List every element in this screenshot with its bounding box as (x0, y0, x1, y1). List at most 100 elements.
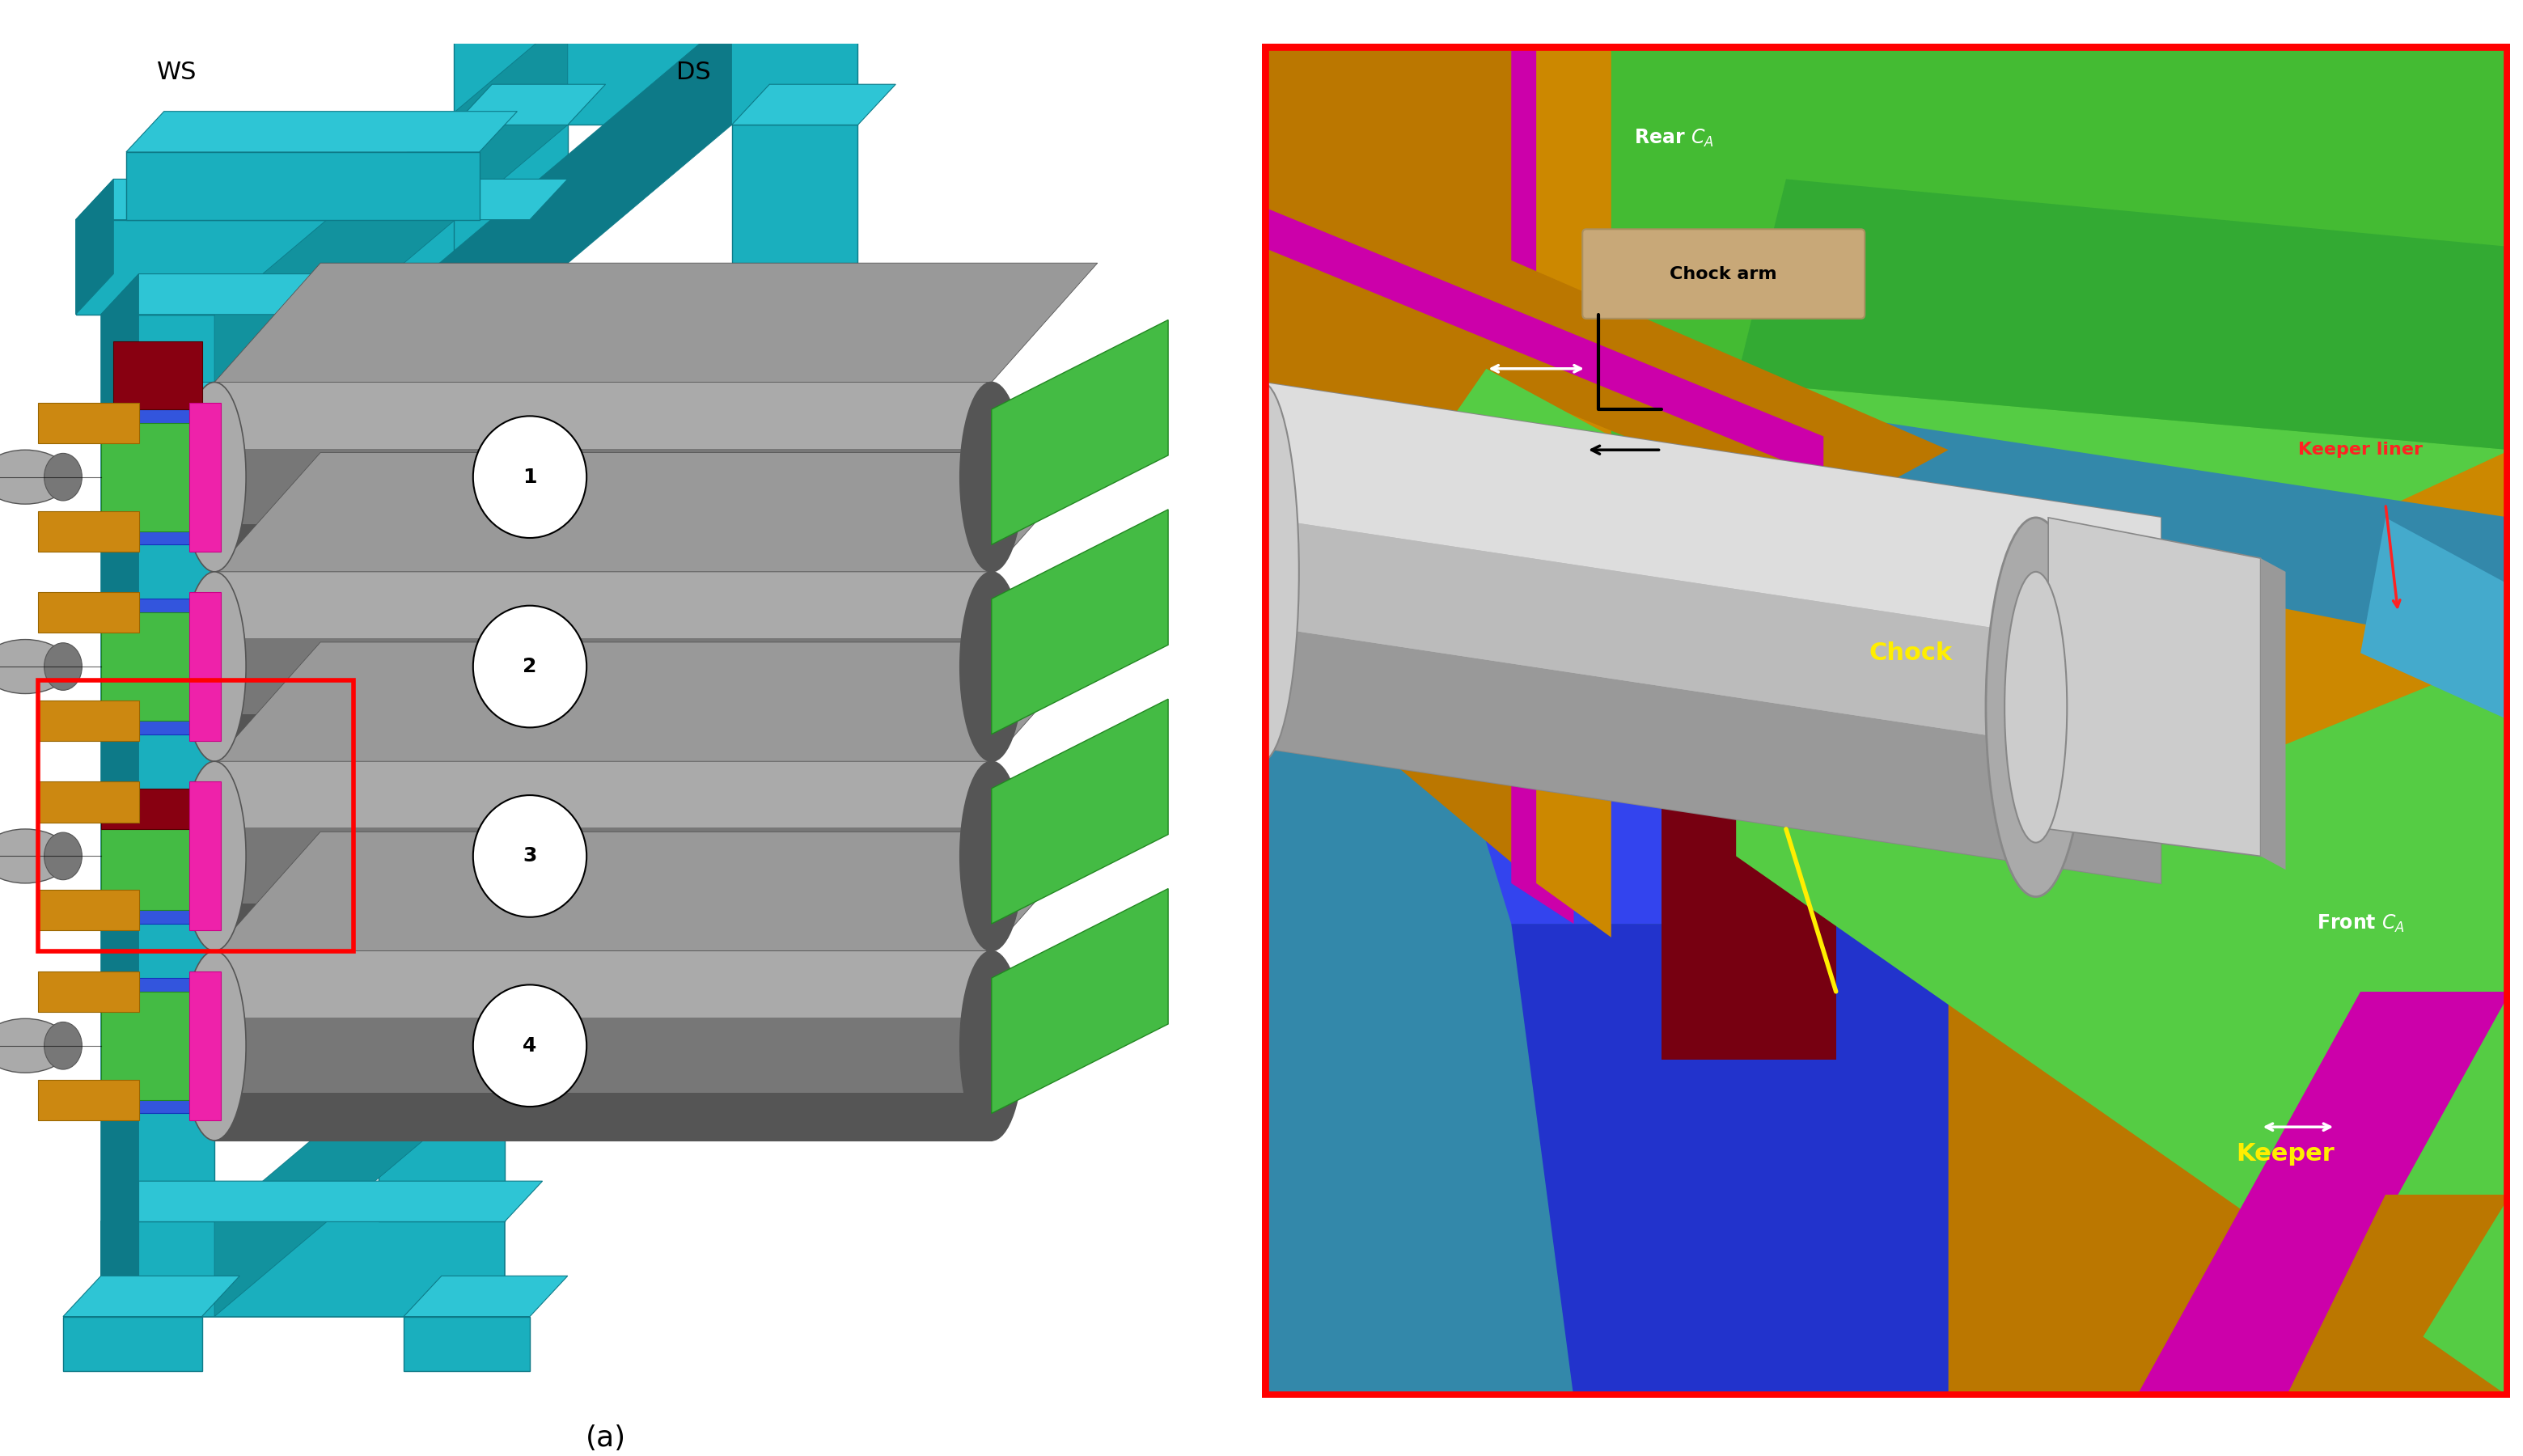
Polygon shape (1262, 517, 2160, 761)
Polygon shape (214, 1093, 992, 1140)
Text: Chock arm: Chock arm (1670, 266, 1776, 282)
Polygon shape (214, 923, 568, 1316)
Polygon shape (429, 0, 883, 16)
Polygon shape (101, 598, 202, 734)
Polygon shape (189, 971, 222, 1120)
Polygon shape (992, 320, 1168, 545)
Polygon shape (101, 1181, 542, 1222)
Polygon shape (378, 16, 732, 422)
Polygon shape (992, 699, 1168, 923)
Polygon shape (416, 1019, 555, 1073)
Polygon shape (38, 402, 139, 443)
Polygon shape (101, 381, 139, 1222)
Polygon shape (101, 789, 202, 828)
Polygon shape (214, 264, 1098, 381)
Polygon shape (63, 1275, 240, 1316)
Polygon shape (101, 789, 202, 923)
Polygon shape (454, 923, 858, 1019)
Ellipse shape (45, 453, 81, 501)
Polygon shape (1736, 179, 2510, 450)
Polygon shape (101, 1181, 139, 1316)
Polygon shape (1262, 652, 1635, 1398)
Text: DS: DS (676, 61, 711, 84)
Polygon shape (76, 179, 568, 220)
Polygon shape (1948, 652, 2510, 1398)
Polygon shape (1262, 44, 1537, 884)
Polygon shape (101, 314, 505, 422)
Ellipse shape (2006, 572, 2066, 843)
Ellipse shape (182, 381, 247, 572)
Polygon shape (1448, 368, 1786, 585)
Polygon shape (214, 642, 1098, 761)
Polygon shape (757, 1019, 883, 1073)
Text: 2: 2 (522, 657, 537, 676)
Polygon shape (214, 713, 992, 761)
Polygon shape (189, 402, 222, 552)
Polygon shape (2286, 1194, 2510, 1398)
FancyBboxPatch shape (1582, 229, 1864, 319)
Ellipse shape (0, 450, 71, 504)
Text: WS: WS (156, 61, 197, 84)
Polygon shape (38, 593, 139, 633)
Polygon shape (1635, 504, 1887, 652)
Ellipse shape (961, 761, 1024, 951)
Polygon shape (214, 761, 992, 951)
Polygon shape (214, 453, 1098, 572)
Circle shape (474, 606, 585, 728)
Ellipse shape (0, 828, 71, 884)
Polygon shape (214, 831, 1098, 951)
Ellipse shape (0, 639, 71, 693)
Polygon shape (101, 422, 214, 1222)
Polygon shape (1448, 721, 1948, 923)
Text: Keeper liner: Keeper liner (2298, 441, 2422, 459)
Polygon shape (454, 84, 606, 125)
Polygon shape (454, 0, 896, 16)
Text: Chock: Chock (1870, 641, 1953, 665)
Ellipse shape (182, 761, 247, 951)
Polygon shape (1736, 381, 2510, 1398)
Polygon shape (101, 381, 252, 422)
Polygon shape (214, 904, 992, 951)
Polygon shape (76, 220, 530, 314)
Polygon shape (126, 151, 479, 220)
Polygon shape (38, 782, 139, 823)
Polygon shape (1262, 381, 2160, 884)
Text: 4: 4 (522, 1037, 537, 1056)
Polygon shape (732, 125, 858, 923)
Polygon shape (214, 951, 992, 1140)
Polygon shape (1511, 923, 2011, 1398)
Polygon shape (992, 888, 1168, 1114)
Polygon shape (404, 1275, 568, 1316)
Ellipse shape (45, 644, 81, 690)
Polygon shape (101, 613, 214, 721)
Polygon shape (38, 890, 139, 930)
Text: 3: 3 (522, 846, 537, 866)
Ellipse shape (961, 381, 1024, 572)
Polygon shape (992, 510, 1168, 734)
Polygon shape (38, 700, 139, 741)
Polygon shape (1262, 381, 2160, 652)
Polygon shape (2137, 992, 2510, 1398)
Polygon shape (214, 524, 992, 572)
Polygon shape (38, 511, 139, 552)
Polygon shape (1537, 44, 1612, 938)
Polygon shape (38, 1079, 139, 1120)
Polygon shape (114, 342, 202, 409)
Polygon shape (2362, 828, 2510, 992)
Polygon shape (101, 422, 214, 531)
Circle shape (474, 416, 585, 537)
Polygon shape (214, 16, 568, 422)
Polygon shape (1660, 585, 1837, 1060)
Polygon shape (214, 572, 992, 761)
Ellipse shape (45, 1022, 81, 1069)
Polygon shape (1262, 626, 2160, 884)
Polygon shape (214, 381, 992, 572)
Polygon shape (214, 951, 992, 1018)
Polygon shape (189, 593, 222, 741)
Polygon shape (76, 179, 114, 314)
Polygon shape (38, 971, 139, 1012)
Polygon shape (1824, 422, 2510, 652)
Polygon shape (63, 1316, 202, 1370)
Ellipse shape (182, 572, 247, 761)
Polygon shape (2362, 517, 2510, 721)
